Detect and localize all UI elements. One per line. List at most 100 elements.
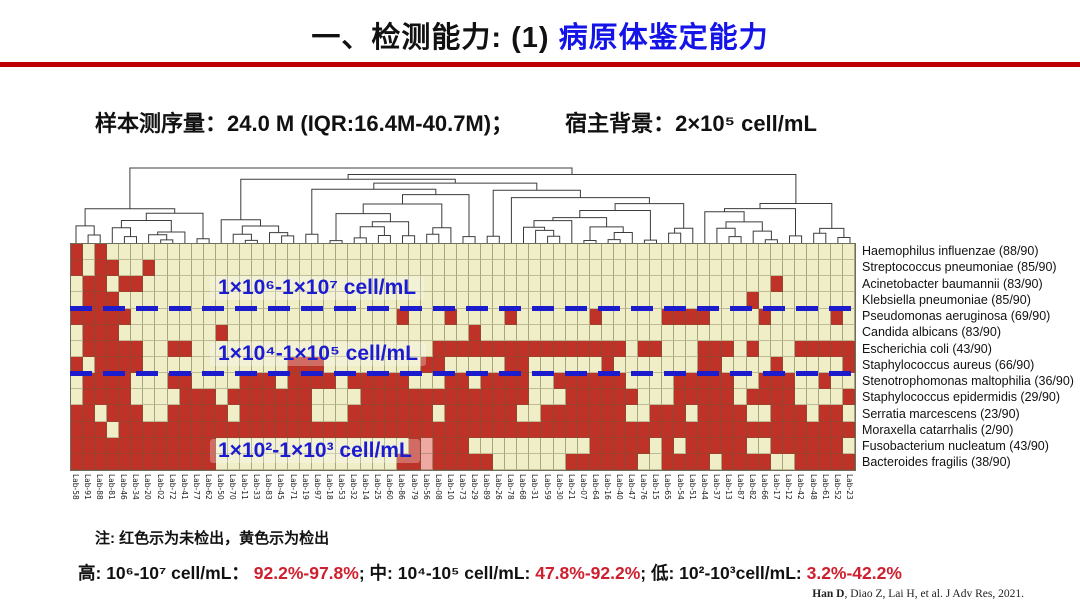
heatmap-cell bbox=[143, 340, 156, 357]
heatmap-cell bbox=[650, 244, 663, 261]
heatmap-cell bbox=[601, 405, 614, 422]
heatmap-cell bbox=[119, 308, 132, 325]
col-label: Lab-70 bbox=[228, 474, 238, 500]
heatmap-cell bbox=[143, 453, 156, 470]
heatmap-cell bbox=[806, 437, 819, 454]
page-title-black: 一、检测能力: (1) bbox=[311, 22, 559, 54]
heatmap-cell bbox=[372, 453, 385, 470]
heatmap-cell bbox=[553, 421, 566, 438]
heatmap-cell bbox=[650, 276, 663, 293]
heatmap-cell bbox=[444, 421, 457, 438]
citation: Han D, Diao Z, Lai H, et al. J Adv Res, … bbox=[812, 588, 1024, 600]
heatmap-cell bbox=[191, 437, 204, 454]
heatmap-cell bbox=[493, 324, 506, 341]
row-label: Bacteroides fragilis (38/90) bbox=[862, 455, 1011, 470]
heatmap-cell bbox=[818, 308, 831, 325]
heatmap-cell bbox=[674, 421, 687, 438]
heatmap-cell bbox=[276, 276, 289, 293]
heatmap-cell bbox=[770, 389, 783, 406]
heatmap-cell bbox=[505, 421, 518, 438]
heatmap-cell bbox=[203, 405, 216, 422]
col-label: Lab-87 bbox=[735, 474, 745, 500]
heatmap-cell bbox=[312, 324, 325, 341]
heatmap-cell bbox=[227, 276, 240, 293]
heatmap-cell bbox=[662, 276, 675, 293]
heatmap-cell bbox=[843, 340, 856, 357]
heatmap-cell bbox=[227, 389, 240, 406]
col-label: Lab-44 bbox=[699, 474, 709, 500]
heatmap-cell bbox=[179, 340, 192, 357]
heatmap-cell bbox=[191, 324, 204, 341]
heatmap-cell bbox=[481, 340, 494, 357]
heatmap-cell bbox=[493, 260, 506, 277]
col-label: Lab-73 bbox=[457, 474, 467, 500]
heatmap-cell bbox=[541, 453, 554, 470]
heatmap-cell bbox=[264, 260, 277, 277]
heatmap-cell bbox=[613, 308, 626, 325]
heatmap-cell bbox=[288, 437, 301, 454]
heatmap-cell bbox=[698, 308, 711, 325]
heatmap-cell bbox=[686, 405, 699, 422]
heatmap-cell bbox=[746, 405, 759, 422]
heatmap-cell bbox=[517, 437, 530, 454]
heatmap-cell bbox=[155, 276, 168, 293]
heatmap-cell bbox=[276, 437, 289, 454]
heatmap-cell bbox=[288, 244, 301, 261]
heatmap-cell bbox=[637, 324, 650, 341]
heatmap-cell bbox=[493, 405, 506, 422]
heatmap-cell bbox=[251, 324, 264, 341]
heatmap-cell bbox=[384, 324, 397, 341]
col-label: Lab-79 bbox=[409, 474, 419, 500]
heatmap-cell bbox=[529, 437, 542, 454]
heatmap-cell bbox=[529, 260, 542, 277]
heatmap-cell bbox=[601, 308, 614, 325]
heatmap-cell bbox=[143, 276, 156, 293]
heatmap-cell bbox=[469, 453, 482, 470]
heatmap-cell bbox=[348, 340, 361, 357]
heatmap-cell bbox=[637, 373, 650, 390]
heatmap-cell bbox=[529, 340, 542, 357]
heatmap-cell bbox=[457, 244, 470, 261]
heatmap-cell bbox=[794, 421, 807, 438]
heatmap-cell bbox=[589, 340, 602, 357]
heatmap-cell bbox=[360, 405, 373, 422]
heatmap-cell bbox=[300, 437, 313, 454]
heatmap-cell bbox=[191, 340, 204, 357]
heatmap-cell bbox=[408, 437, 421, 454]
heatmap-cell bbox=[155, 453, 168, 470]
heatmap-cell bbox=[589, 389, 602, 406]
heatmap-cell bbox=[372, 405, 385, 422]
heatmap-cell bbox=[734, 324, 747, 341]
heatmap-cell bbox=[83, 340, 96, 357]
heatmap-cell bbox=[625, 405, 638, 422]
heatmap-cell bbox=[746, 244, 759, 261]
heatmap-cell bbox=[83, 405, 96, 422]
heatmap-cell bbox=[360, 260, 373, 277]
heatmap-cell bbox=[674, 389, 687, 406]
heatmap-cell bbox=[843, 308, 856, 325]
heatmap-cell bbox=[722, 276, 735, 293]
heatmap-cell bbox=[312, 276, 325, 293]
row-label: Moraxella catarrhalis (2/90) bbox=[862, 422, 1014, 437]
heatmap-cell bbox=[517, 308, 530, 325]
heatmap-cell bbox=[239, 324, 252, 341]
col-label: Lab-88 bbox=[95, 474, 105, 500]
heatmap-cell bbox=[782, 340, 795, 357]
heatmap-cell bbox=[155, 405, 168, 422]
heatmap-cell bbox=[336, 453, 349, 470]
heatmap-cell bbox=[432, 340, 445, 357]
lab-column-labels: Lab-58 Lab-91 Lab-88 Lab-81 Lab-46 Lab-34 Lab-… bbox=[70, 472, 856, 530]
heatmap-cell bbox=[577, 421, 590, 438]
heatmap-cell bbox=[505, 373, 518, 390]
citation-rest: , Diao Z, Lai H, et al. J Adv Res, 2021. bbox=[844, 588, 1024, 600]
heatmap-cell bbox=[505, 405, 518, 422]
heatmap-cell bbox=[384, 244, 397, 261]
heatmap-cell bbox=[637, 389, 650, 406]
heatmap-cell bbox=[396, 453, 409, 470]
heatmap-cell bbox=[444, 389, 457, 406]
heatmap-cell bbox=[251, 437, 264, 454]
heatmap-cell bbox=[131, 405, 144, 422]
heatmap-cell bbox=[348, 260, 361, 277]
heatmap-cell bbox=[336, 276, 349, 293]
heatmap-cell bbox=[264, 421, 277, 438]
